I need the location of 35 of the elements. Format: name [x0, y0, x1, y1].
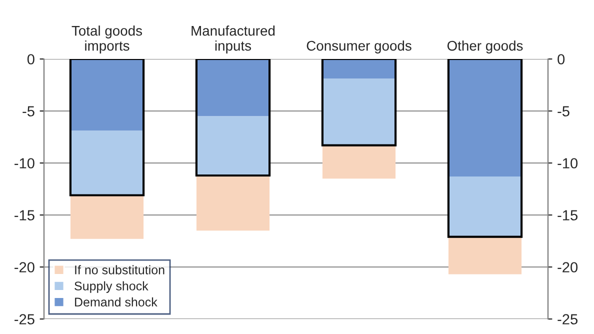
bar — [196, 175, 270, 231]
bar — [70, 195, 144, 239]
y-tick-label: 0 — [27, 54, 34, 64]
y2-tick-label: 0 — [558, 54, 565, 64]
bar — [447, 59, 523, 238]
bar — [448, 59, 522, 177]
bar — [322, 145, 396, 179]
y-tick-label: -10 — [14, 158, 34, 168]
bar — [322, 78, 396, 146]
legend-label: Demand shock — [75, 297, 158, 307]
bar — [69, 59, 145, 196]
y2-tick-label: -20 — [558, 262, 578, 272]
y-tick-label: -5 — [22, 106, 34, 116]
x-tick-label: Other goods — [447, 40, 523, 54]
bar — [448, 176, 522, 237]
y2-tick-label: -15 — [558, 210, 578, 220]
bar — [321, 59, 397, 146]
bar — [70, 130, 144, 196]
x-tick-label: Consumer goods — [306, 40, 412, 54]
y-tick-label: -15 — [14, 210, 34, 220]
x-tick-label: Manufactured inputs — [192, 26, 275, 54]
bar — [195, 59, 271, 177]
y2-tick-label: -5 — [558, 106, 570, 116]
y2-tick-label: -10 — [558, 158, 578, 168]
legend-label: Supply shock — [74, 281, 148, 293]
bar — [196, 116, 270, 176]
legend-label: If no substitution — [75, 265, 164, 274]
bar — [196, 59, 270, 116]
x-tick-label: Total goods imports — [72, 26, 142, 54]
bar — [448, 236, 522, 274]
y2-tick-label: -25 — [558, 314, 578, 324]
y-tick-label: -25 — [14, 314, 34, 324]
bar — [70, 59, 144, 131]
y-tick-label: -20 — [14, 262, 34, 272]
bar — [322, 59, 396, 79]
